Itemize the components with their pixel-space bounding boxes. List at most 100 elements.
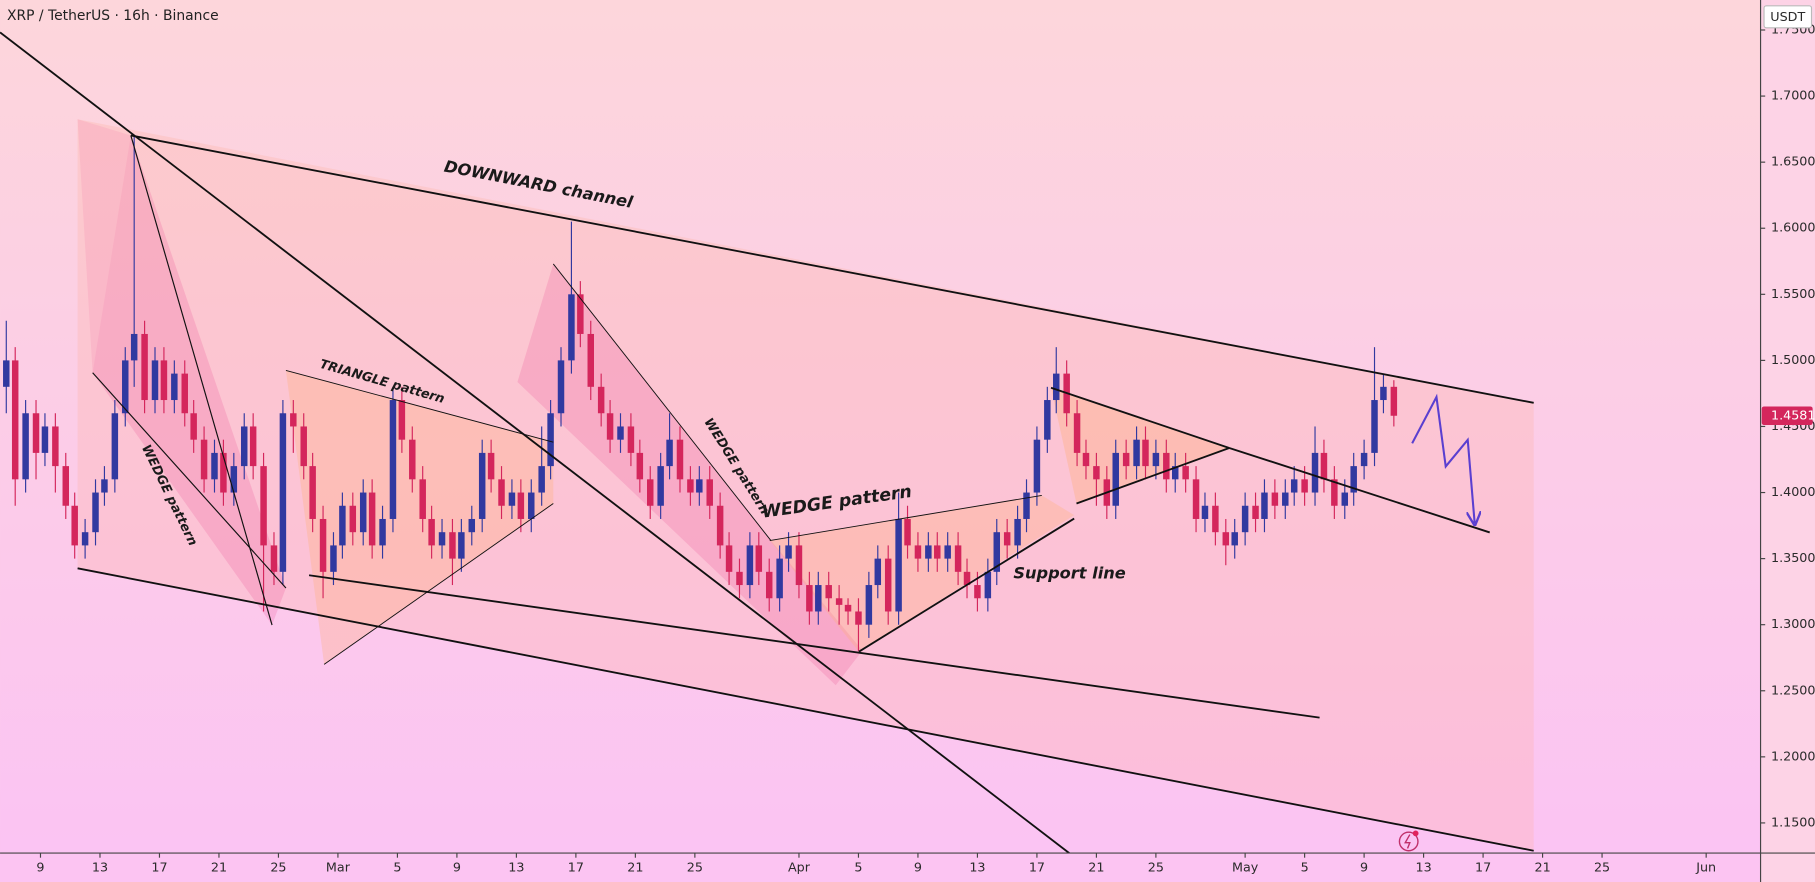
candle-body: [538, 466, 545, 493]
candle-body: [220, 452, 227, 493]
y-tick-label: 1.2500: [1771, 683, 1815, 698]
candle-body: [1003, 532, 1011, 546]
candle-body: [181, 373, 188, 414]
candle-body: [1093, 466, 1100, 480]
chart-title: XRP / TetherUS · 16h · Binance: [7, 8, 219, 24]
candle-body: [954, 545, 962, 572]
candle-body: [71, 505, 78, 546]
candle-body: [517, 492, 525, 519]
candle-body: [1152, 452, 1160, 467]
candle-body: [815, 585, 822, 612]
candle-body: [1282, 492, 1289, 506]
trend-line: [77, 567, 1534, 852]
candle-body: [1212, 505, 1219, 533]
candle-body: [81, 532, 89, 546]
y-tick-label: 1.3500: [1771, 551, 1815, 566]
candle-body: [746, 545, 754, 586]
wedge-line: [769, 494, 1042, 542]
candle-body: [963, 571, 971, 586]
alert-icon: [1398, 830, 1419, 852]
candle-body: [587, 333, 594, 387]
candle-body: [1350, 466, 1357, 493]
candle-body: [716, 505, 724, 546]
candle-body: [468, 518, 476, 533]
x-tick-label: 9: [36, 861, 44, 876]
candle-body: [508, 492, 516, 506]
candle-body: [568, 294, 575, 361]
x-tick-label: 17: [568, 861, 584, 876]
candle-body: [874, 558, 882, 586]
candle-body: [1231, 532, 1238, 546]
triangle-line: [1050, 386, 1230, 449]
candle-body: [458, 532, 465, 559]
channel-fill: [77, 119, 1534, 851]
x-tick-label: 17: [1475, 861, 1491, 876]
trend-line: [1228, 447, 1490, 534]
candle-body: [279, 413, 287, 572]
x-tick-label: 5: [854, 861, 862, 876]
candle-body: [528, 492, 535, 519]
candle-body: [1201, 505, 1209, 519]
candle-body: [240, 426, 248, 467]
wedge-fill: [92, 135, 286, 626]
x-tick-label: 21: [1088, 861, 1104, 876]
support-line: [858, 517, 1075, 653]
price-axis: [1760, 0, 1815, 882]
candle-body: [785, 545, 792, 559]
candle-body: [359, 492, 367, 533]
x-tick-label: 9: [453, 861, 461, 876]
drawings-fill: [77, 119, 1534, 851]
candle-body: [884, 558, 892, 612]
candle-body: [339, 505, 346, 546]
candle-body: [130, 333, 138, 361]
candle-body: [597, 386, 605, 414]
y-tick-label: 1.6000: [1771, 221, 1815, 236]
candle-body: [1142, 439, 1149, 467]
candle-body: [1133, 439, 1140, 467]
candle-body: [835, 598, 843, 605]
candle-body: [984, 571, 992, 599]
candle-body: [200, 439, 208, 480]
candle-body: [290, 413, 297, 427]
candle-body: [895, 518, 902, 612]
candles: [3, 135, 1398, 652]
x-tick-label: 13: [1415, 861, 1431, 876]
wedge-line: [552, 263, 772, 541]
x-tick-label: 21: [211, 861, 227, 876]
candle-body: [1271, 492, 1279, 506]
x-tick-label: May: [1232, 861, 1259, 876]
currency[interactable]: USDT: [1770, 10, 1805, 25]
candle-body: [617, 426, 624, 440]
candle-body: [309, 466, 316, 519]
candle-body: [725, 545, 733, 572]
candle-body: [1014, 518, 1021, 546]
candle-body: [1252, 505, 1259, 519]
candle-body: [1044, 400, 1051, 440]
candle-body: [1320, 452, 1328, 480]
candle-body: [844, 604, 852, 612]
candle-body: [1301, 479, 1308, 493]
x-tick-label: 17: [1029, 861, 1045, 876]
triangle-line: [1076, 447, 1230, 505]
candle-body: [211, 452, 218, 480]
candle-body: [914, 545, 922, 559]
x-tick-label: 5: [1301, 861, 1309, 876]
candle-body: [1380, 386, 1387, 401]
candle-body: [41, 426, 49, 453]
y-tick-label: 1.5000: [1771, 353, 1815, 368]
candle-body: [1122, 452, 1130, 467]
candle-body: [557, 360, 565, 414]
candle-body: [330, 545, 337, 572]
trend-line: [0, 31, 1072, 855]
candle-body: [1082, 452, 1090, 467]
candle-body: [855, 611, 862, 625]
candle-body: [141, 333, 148, 401]
candle-body: [160, 360, 168, 401]
candle-body: [1241, 505, 1249, 533]
x-tick-label: 25: [270, 861, 286, 876]
currency-box[interactable]: [1763, 5, 1813, 29]
triangle-line: [323, 503, 554, 665]
x-tick-label: 21: [627, 861, 643, 876]
candle-body: [627, 426, 635, 453]
